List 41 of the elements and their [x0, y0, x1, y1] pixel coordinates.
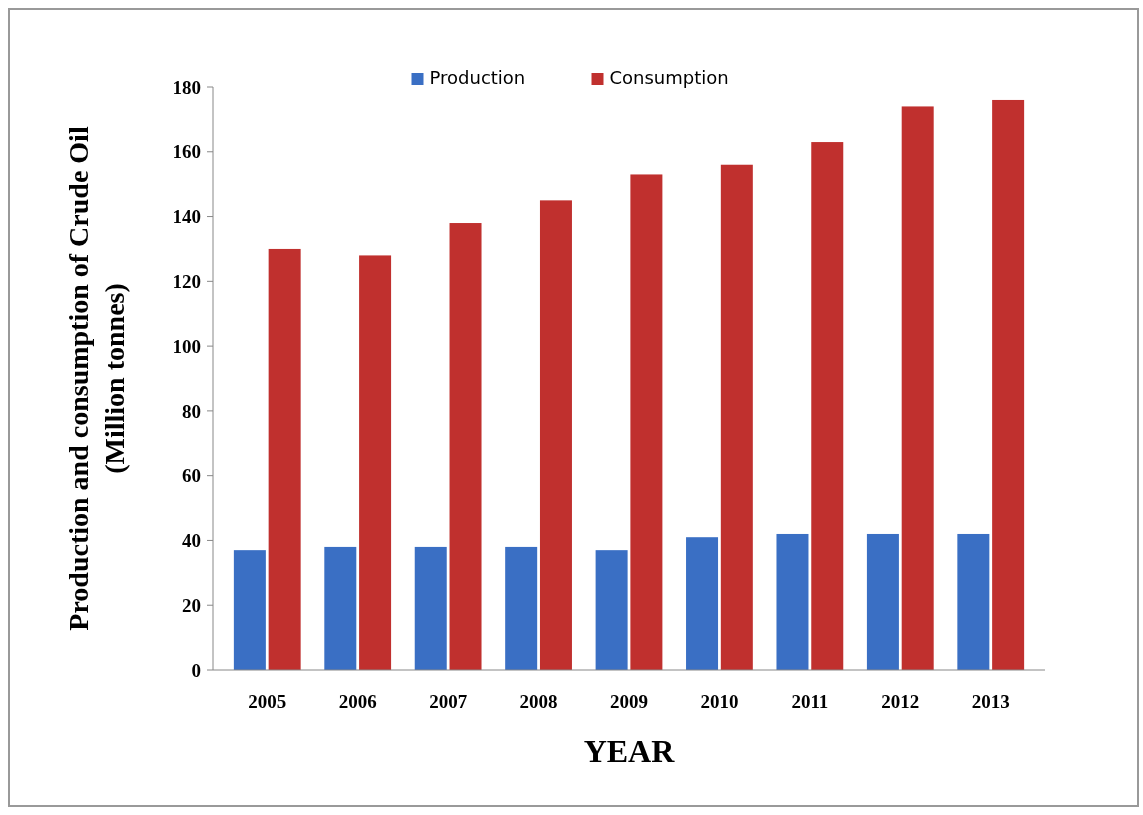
x-tick-label: 2008 — [519, 691, 558, 712]
y-tick-label: 180 — [172, 76, 201, 98]
x-tick-label: 2012 — [881, 691, 920, 712]
x-tick-label: 2006 — [338, 691, 377, 712]
x-tick-label: 2005 — [248, 691, 287, 712]
x-tick-label: 2009 — [610, 691, 648, 712]
bar — [901, 106, 934, 670]
bar — [686, 537, 719, 670]
legend-label: Production — [429, 67, 526, 88]
bar — [720, 164, 753, 670]
bar — [866, 533, 899, 670]
y-tick-label: 20 — [182, 594, 201, 616]
x-tick-label: 2010 — [700, 691, 739, 712]
y-tick-label: 80 — [182, 400, 201, 422]
y-tick-label: 160 — [172, 141, 201, 163]
y-tick-label: 40 — [182, 530, 201, 552]
y-tick-label: 0 — [191, 659, 201, 681]
y-axis-title: Production and consumption of Crude Oil (Million tonnes) — [63, 126, 130, 631]
y-tick-label: 140 — [172, 206, 201, 228]
bar — [414, 546, 447, 670]
bar — [776, 533, 809, 670]
bar — [324, 546, 357, 670]
legend-label: Consumption — [609, 67, 729, 88]
y-tick-label: 100 — [172, 335, 201, 357]
y-tick-label: 60 — [182, 465, 201, 487]
bar — [449, 223, 482, 670]
x-tick-label: 2007 — [429, 691, 468, 712]
bar — [268, 248, 301, 670]
x-tick-label: 2011 — [791, 691, 829, 712]
x-axis-title: YEAR — [583, 733, 676, 769]
bar — [992, 99, 1025, 670]
bar — [595, 550, 628, 670]
bar — [359, 255, 392, 670]
y-tick-label: 120 — [172, 270, 201, 292]
bar — [630, 174, 663, 670]
x-tick-label: 2013 — [971, 691, 1010, 712]
bar — [505, 546, 538, 670]
bar — [539, 200, 572, 670]
bar — [233, 550, 266, 670]
bar — [811, 142, 844, 670]
bar — [957, 533, 990, 670]
